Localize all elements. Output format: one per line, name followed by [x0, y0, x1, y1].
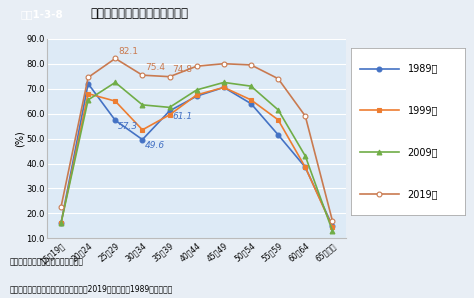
2009年 [85, 98, 91, 102]
1989年 [139, 138, 145, 141]
2009年 [329, 229, 335, 233]
Text: 82.1: 82.1 [118, 47, 138, 56]
2019年 [139, 73, 145, 77]
2019年 [85, 76, 91, 79]
2019年 [275, 77, 281, 80]
2009年 [58, 222, 64, 225]
Line: 2019年: 2019年 [59, 56, 335, 224]
Text: 2009年: 2009年 [408, 147, 438, 157]
1999年 [329, 225, 335, 229]
Y-axis label: (%): (%) [15, 130, 25, 147]
2009年 [275, 108, 281, 112]
2019年 [221, 62, 227, 66]
2009年 [167, 105, 173, 109]
2019年 [302, 114, 308, 118]
Text: 2019年: 2019年 [408, 189, 438, 199]
Text: 57.3: 57.3 [118, 122, 138, 131]
Text: 図表1-3-8: 図表1-3-8 [20, 9, 63, 19]
1999年 [58, 222, 64, 225]
1989年 [85, 82, 91, 86]
Text: 1989年: 1989年 [408, 63, 438, 74]
2009年 [302, 154, 308, 158]
1999年 [112, 99, 118, 103]
1999年 [302, 165, 308, 169]
2019年 [112, 57, 118, 60]
2009年 [139, 103, 145, 107]
1999年 [167, 113, 173, 117]
1989年 [112, 119, 118, 122]
1989年 [221, 86, 227, 89]
Text: 49.6: 49.6 [145, 141, 165, 150]
Text: 61.1: 61.1 [173, 112, 192, 121]
1989年 [275, 133, 281, 136]
Text: （注）　グラフ中の数値は下線付きが2019年、斜字が1989年である。: （注） グラフ中の数値は下線付きが2019年、斜字が1989年である。 [9, 285, 173, 294]
1989年 [194, 94, 200, 98]
1989年 [329, 224, 335, 228]
2019年 [329, 219, 335, 223]
2019年 [58, 205, 64, 209]
2019年 [194, 64, 200, 68]
1999年 [194, 93, 200, 97]
2009年 [194, 88, 200, 92]
1989年 [167, 109, 173, 113]
1999年 [85, 92, 91, 95]
Text: 1999年: 1999年 [408, 105, 438, 115]
2009年 [221, 81, 227, 84]
Line: 1989年: 1989年 [59, 81, 335, 228]
1989年 [58, 222, 64, 225]
1999年 [139, 128, 145, 132]
Text: 74.8: 74.8 [173, 65, 192, 74]
Text: 資料：総務省統計局「労働力調査」: 資料：総務省統計局「労働力調査」 [9, 258, 83, 267]
2009年 [248, 84, 254, 88]
Text: 75.4: 75.4 [145, 63, 165, 72]
1999年 [221, 86, 227, 89]
Text: 女性の年齢階級別就業率の変化: 女性の年齢階級別就業率の変化 [91, 7, 189, 20]
1989年 [248, 102, 254, 105]
1999年 [248, 98, 254, 102]
1999年 [275, 118, 281, 122]
Line: 1999年: 1999年 [59, 85, 335, 229]
2019年 [167, 75, 173, 78]
2009年 [112, 81, 118, 84]
Line: 2009年: 2009年 [59, 80, 335, 233]
2019年 [248, 63, 254, 67]
1989年 [302, 165, 308, 169]
